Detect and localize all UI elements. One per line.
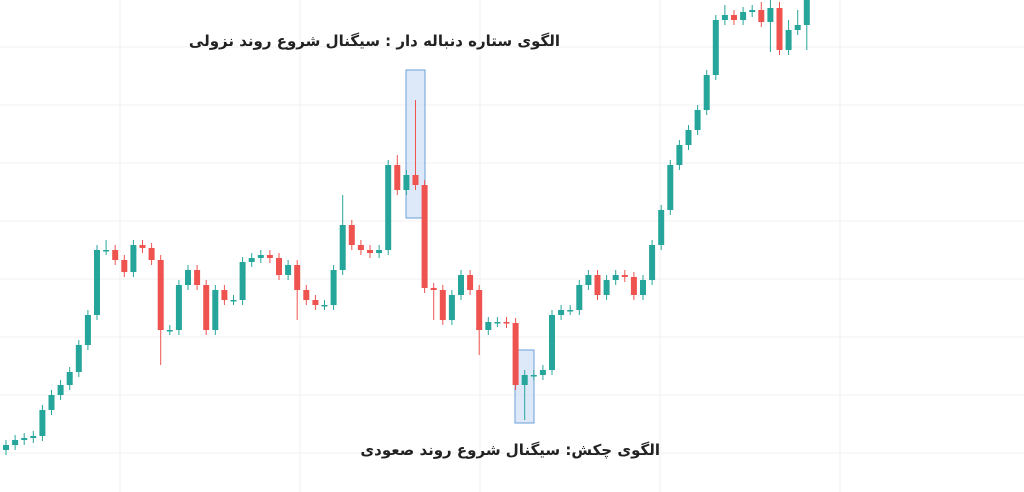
candle-body xyxy=(721,15,728,20)
candle-body xyxy=(248,258,255,262)
candle-body xyxy=(676,145,683,165)
annotation: الگوی چکش: سیگنال شروع روند صعودی xyxy=(360,441,660,460)
candle-body xyxy=(385,165,392,250)
candle-body xyxy=(303,290,310,300)
candle-body xyxy=(567,310,574,312)
candle-body xyxy=(658,210,665,245)
candle-body xyxy=(776,8,783,50)
candle-body xyxy=(48,395,55,410)
candle-body xyxy=(30,436,37,438)
candle-body xyxy=(740,12,747,20)
candle-body xyxy=(3,445,9,450)
candle-body xyxy=(703,75,710,110)
candle-body xyxy=(285,265,292,275)
candle-body xyxy=(585,275,592,285)
candle-body xyxy=(512,323,519,385)
candle-body xyxy=(112,250,119,260)
candle-body xyxy=(157,260,164,330)
candle-body xyxy=(603,280,610,295)
candle-body xyxy=(66,372,73,385)
candle-body xyxy=(494,322,501,324)
candles xyxy=(3,0,810,455)
candle-body xyxy=(230,300,237,302)
candle-body xyxy=(57,385,64,395)
candle-body xyxy=(21,438,28,440)
candle-body xyxy=(421,185,428,288)
candle-body xyxy=(394,165,401,190)
candle-body xyxy=(212,290,219,330)
candle-body xyxy=(694,110,701,130)
candle-body xyxy=(257,255,264,258)
candle-body xyxy=(312,300,319,305)
candle-body xyxy=(749,10,756,12)
candle-body xyxy=(166,330,173,332)
candle-body xyxy=(185,270,191,285)
candle-body xyxy=(321,305,328,307)
candle-body xyxy=(266,255,273,258)
candle-body xyxy=(75,345,82,372)
candle-body xyxy=(121,260,128,272)
candle-body xyxy=(731,15,737,20)
candle-body xyxy=(685,130,692,145)
candle-body xyxy=(148,248,155,260)
candle-body xyxy=(84,315,91,345)
candle-body xyxy=(612,275,619,280)
candle-body xyxy=(467,275,474,290)
candle-body xyxy=(403,175,410,190)
candle-body xyxy=(221,290,228,300)
candle-body xyxy=(558,310,565,315)
candle-body xyxy=(276,258,282,275)
candle-body xyxy=(376,250,383,253)
candle-body xyxy=(339,225,346,270)
candle-body xyxy=(803,0,810,25)
annotation: الگوی ستاره دنباله دار : سیگنال شروع رون… xyxy=(189,32,560,50)
candle-body xyxy=(767,8,774,22)
candle-body xyxy=(530,375,537,377)
candle-body xyxy=(521,375,528,385)
candle-body xyxy=(458,275,464,295)
candle-body xyxy=(794,25,801,30)
candle-body xyxy=(621,275,628,277)
candle-body xyxy=(94,250,100,315)
candle-body xyxy=(576,285,583,310)
candle-body xyxy=(139,245,146,248)
candle-body xyxy=(785,30,792,50)
candle-body xyxy=(448,295,455,320)
candle-body xyxy=(367,250,373,253)
candle-body xyxy=(630,277,637,295)
candle-body xyxy=(348,225,355,245)
candle-body xyxy=(758,10,765,22)
candle-body xyxy=(39,410,46,436)
candle-body xyxy=(549,315,555,370)
candle-body xyxy=(175,285,182,330)
candle-body xyxy=(649,245,656,280)
candle-body xyxy=(194,270,201,285)
candle-body xyxy=(430,288,437,290)
candle-body xyxy=(412,175,419,185)
candle-body xyxy=(439,290,446,320)
candle-body xyxy=(503,322,510,324)
candle-body xyxy=(667,165,674,210)
candle-body xyxy=(357,245,364,250)
candle-body xyxy=(203,285,210,330)
candle-body xyxy=(640,280,646,295)
candle-body xyxy=(330,270,337,305)
candle-body xyxy=(476,290,483,330)
candle-body xyxy=(239,262,246,300)
candle-body xyxy=(485,322,492,330)
candle-body xyxy=(539,370,546,375)
candle-body xyxy=(12,440,19,445)
candle-body xyxy=(103,250,110,252)
candle-body xyxy=(130,245,137,272)
candle-body xyxy=(712,20,719,75)
candle-body xyxy=(294,265,301,290)
candle-body xyxy=(594,275,601,295)
